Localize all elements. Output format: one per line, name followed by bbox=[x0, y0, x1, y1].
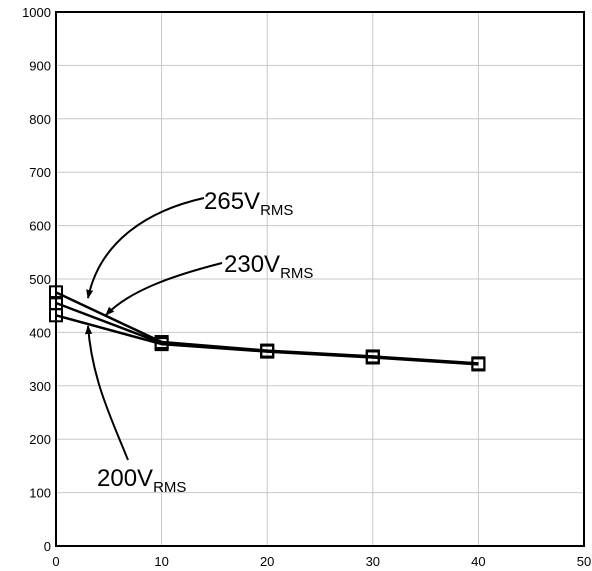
x-tick-label: 50 bbox=[577, 554, 591, 569]
data-point-marker-2 bbox=[260, 344, 275, 359]
y-axis-ticks: 0 100 200 300 400 500 600 700 800 900 1000 bbox=[22, 5, 51, 554]
series-line-2 bbox=[55, 314, 479, 366]
data-point-marker-2 bbox=[154, 337, 169, 352]
y-tick-label: 1000 bbox=[22, 5, 51, 20]
plot-area bbox=[49, 285, 486, 372]
x-tick-label: 20 bbox=[260, 554, 274, 569]
x-tick-label: 30 bbox=[366, 554, 380, 569]
y-tick-label: 500 bbox=[29, 272, 51, 287]
annotation-200-main: 200V bbox=[97, 465, 153, 492]
annotation-265: 265VRMS bbox=[204, 188, 293, 219]
y-tick-label: 600 bbox=[29, 219, 51, 234]
annotation-arrow-265 bbox=[86, 197, 205, 299]
annotation-230: 230VRMS bbox=[224, 251, 313, 282]
y-tick-label: 400 bbox=[29, 325, 51, 340]
x-tick-label: 10 bbox=[154, 554, 168, 569]
annotation-200-sub: RMS bbox=[153, 479, 186, 496]
y-tick-label: 800 bbox=[29, 112, 51, 127]
annotation-265-sub: RMS bbox=[260, 202, 293, 219]
data-point-marker-2 bbox=[365, 350, 380, 365]
y-tick-label: 300 bbox=[29, 379, 51, 394]
x-tick-label: 40 bbox=[471, 554, 485, 569]
data-point-marker-2 bbox=[471, 357, 486, 372]
annotation-arrow-230 bbox=[105, 262, 223, 316]
annotation-arrow-200 bbox=[85, 325, 129, 461]
plot-frame bbox=[55, 11, 585, 547]
grid bbox=[56, 12, 584, 546]
y-tick-label: 200 bbox=[29, 432, 51, 447]
x-axis-ticks: 0 10 20 30 40 50 bbox=[52, 554, 591, 569]
y-tick-label: 900 bbox=[29, 58, 51, 73]
annotation-265-main: 265V bbox=[204, 188, 260, 215]
annotation-200: 200VRMS bbox=[97, 465, 186, 496]
y-tick-label: 700 bbox=[29, 165, 51, 180]
x-tick-label: 0 bbox=[52, 554, 59, 569]
y-tick-label: 0 bbox=[44, 539, 51, 554]
y-tick-label: 100 bbox=[29, 486, 51, 501]
annotation-230-main: 230V bbox=[224, 251, 280, 278]
annotation-230-sub: RMS bbox=[280, 265, 313, 282]
